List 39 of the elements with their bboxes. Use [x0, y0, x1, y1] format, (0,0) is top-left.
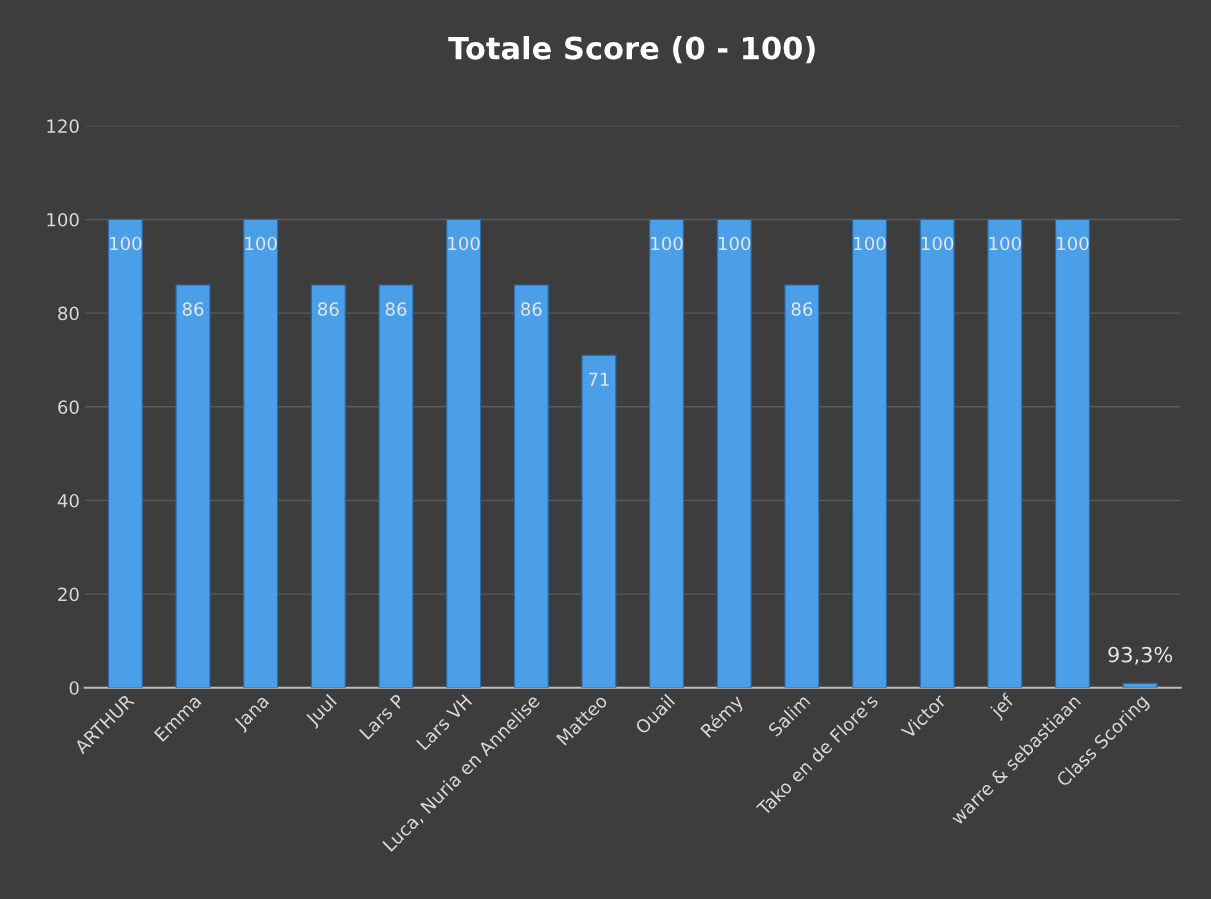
bar — [513, 284, 549, 688]
bar — [581, 354, 617, 688]
bar — [243, 218, 279, 688]
data-label: 100 — [245, 236, 277, 251]
data-label: 86 — [521, 302, 542, 316]
data-label: 86 — [318, 302, 339, 316]
bar — [378, 284, 414, 688]
data-label: 100 — [921, 236, 954, 251]
bar — [784, 284, 820, 688]
data-label: 100 — [110, 236, 142, 251]
bar — [852, 218, 887, 688]
y-tick-label: 80 — [58, 306, 79, 321]
data-label: 100 — [448, 236, 480, 251]
data-label: 93,3% — [1108, 646, 1173, 665]
bar — [919, 218, 955, 688]
data-label: 100 — [718, 236, 751, 251]
y-tick-label: 100 — [47, 212, 79, 227]
y-tick-label: 60 — [58, 400, 79, 414]
bar — [175, 284, 211, 688]
bar — [310, 284, 346, 688]
data-label: 100 — [989, 236, 1021, 251]
data-label: 100 — [854, 236, 886, 251]
data-label: 100 — [651, 236, 683, 251]
y-tick-label: 120 — [47, 119, 79, 133]
bar — [987, 218, 1023, 688]
data-label: 86 — [791, 302, 813, 316]
bar — [1055, 218, 1090, 688]
bar — [446, 218, 482, 688]
data-label: 100 — [1057, 236, 1089, 251]
bar — [716, 218, 752, 688]
y-tick-label: 40 — [57, 493, 79, 508]
bar — [107, 218, 143, 688]
bar — [649, 218, 685, 688]
data-label: 86 — [182, 302, 204, 316]
chart-title: Totale Score (0 - 100) — [448, 35, 815, 64]
y-tick-label: 0 — [69, 681, 79, 695]
data-label: 71 — [588, 372, 609, 386]
data-label: 86 — [385, 302, 407, 316]
y-tick-label: 20 — [58, 587, 79, 602]
